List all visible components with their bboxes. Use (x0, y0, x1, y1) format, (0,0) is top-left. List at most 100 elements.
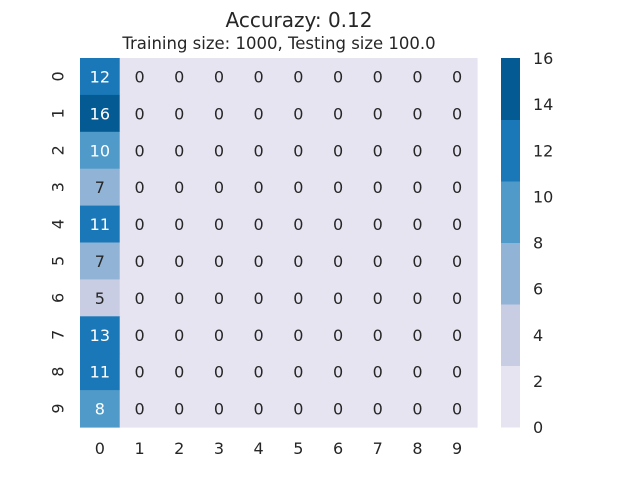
heatmap-cell (437, 242, 478, 280)
heatmap-cell (278, 279, 319, 317)
heatmap-cell (278, 131, 319, 170)
cell-annotation: 0 (373, 104, 383, 123)
cell-annotation: 7 (95, 252, 105, 271)
cell-annotation: 0 (254, 67, 264, 86)
cell-annotation: 0 (452, 363, 462, 382)
cell-annotation: 0 (134, 363, 144, 382)
x-tick-label: 8 (412, 439, 422, 458)
cell-annotation: 0 (293, 289, 303, 308)
heatmap-cell (80, 390, 121, 428)
heatmap-cell (278, 58, 319, 96)
cell-annotation: 0 (452, 67, 462, 86)
heatmap-cell (80, 205, 121, 244)
heatmap-cell (318, 168, 359, 207)
y-tick-label: 0 (49, 71, 68, 81)
cell-annotation: 0 (134, 400, 144, 419)
heatmap-cell (357, 131, 399, 170)
y-tick-label: 1 (49, 108, 68, 118)
heatmap-cell (199, 205, 240, 244)
cell-annotation: 0 (174, 326, 184, 345)
heatmap-cell (397, 353, 438, 391)
colorbar-segment (501, 304, 520, 366)
heatmap-cell (318, 205, 359, 244)
cell-annotation: 0 (412, 104, 422, 123)
chart-title: Accurazy: 0.12 (226, 8, 373, 32)
cell-annotation: 0 (214, 252, 224, 271)
heatmap-cell (437, 94, 478, 133)
heatmap-cell (80, 168, 121, 207)
cell-annotation: 0 (373, 178, 383, 197)
cell-annotation: 0 (134, 252, 144, 271)
colorbar-tick-label: 10 (533, 187, 553, 206)
heatmap-cell (80, 279, 121, 317)
x-tick-label: 3 (214, 439, 224, 458)
cell-annotation: 0 (254, 326, 264, 345)
colorbar-segment (501, 181, 520, 243)
heatmap-cell (437, 168, 478, 207)
heatmap-cell (437, 279, 478, 317)
cell-annotation: 0 (254, 141, 264, 160)
colorbar (501, 58, 520, 428)
cell-annotation: 0 (333, 289, 343, 308)
heatmap-cell (159, 353, 200, 391)
heatmap-cell (437, 390, 478, 428)
cell-annotation: 0 (254, 215, 264, 234)
y-axis: 0 1 2 3 4 5 6 7 8 9 (49, 71, 68, 413)
heatmap-cell (119, 131, 160, 170)
cell-annotation: 0 (214, 104, 224, 123)
cell-annotation: 0 (174, 215, 184, 234)
cell-annotation: 0 (412, 252, 422, 271)
cell-annotation: 0 (412, 67, 422, 86)
heatmap-cell (238, 390, 280, 428)
cell-annotation: 0 (134, 289, 144, 308)
heatmap-cell (397, 279, 438, 317)
cell-annotation: 0 (214, 400, 224, 419)
colorbar-segment (501, 365, 520, 428)
y-tick-label: 6 (49, 293, 68, 303)
cell-annotation: 0 (373, 363, 383, 382)
heatmap-cell (437, 58, 478, 96)
cell-annotation: 0 (333, 67, 343, 86)
heatmap-cell (318, 58, 359, 96)
colorbar-tick-label: 12 (533, 141, 553, 160)
heatmap-cell (199, 316, 240, 354)
cell-annotation: 0 (452, 326, 462, 345)
heatmap-cell (80, 242, 121, 280)
heatmap-cell (119, 390, 160, 428)
heatmap-cell (318, 279, 359, 317)
heatmap-cell (159, 168, 200, 207)
cell-annotation: 0 (412, 326, 422, 345)
cell-annotation: 0 (174, 104, 184, 123)
heatmap-cell (357, 205, 399, 244)
heatmap-cell (199, 58, 240, 96)
colorbar-tick-label: 16 (533, 49, 553, 68)
heatmap-cell (159, 58, 200, 96)
heatmap-cell (199, 353, 240, 391)
cell-annotation: 0 (452, 289, 462, 308)
heatmap-cell (397, 390, 438, 428)
cell-annotation: 0 (214, 326, 224, 345)
heatmap-cell (357, 316, 399, 354)
heatmap-cell (238, 131, 280, 170)
heatmap-cell (397, 242, 438, 280)
cell-annotation: 0 (214, 141, 224, 160)
cell-annotation: 11 (90, 215, 110, 234)
heatmap-cell (119, 242, 160, 280)
cell-annotation: 0 (174, 178, 184, 197)
heatmap-cell (278, 94, 319, 133)
cell-annotation: 0 (373, 289, 383, 308)
heatmap-cell (119, 58, 160, 96)
cell-annotation: 12 (90, 67, 110, 86)
heatmap-cell (238, 58, 280, 96)
heatmap-cell (238, 353, 280, 391)
colorbar-tick-label: 4 (533, 326, 543, 345)
heatmap-cell (238, 279, 280, 317)
cell-annotation: 0 (373, 252, 383, 271)
y-tick-label: 4 (49, 219, 68, 229)
cell-annotation: 0 (412, 363, 422, 382)
heatmap-cell (437, 316, 478, 354)
heatmap-cell (397, 58, 438, 96)
cell-annotation: 0 (293, 141, 303, 160)
cell-annotation: 0 (412, 289, 422, 308)
cell-annotation: 0 (174, 363, 184, 382)
